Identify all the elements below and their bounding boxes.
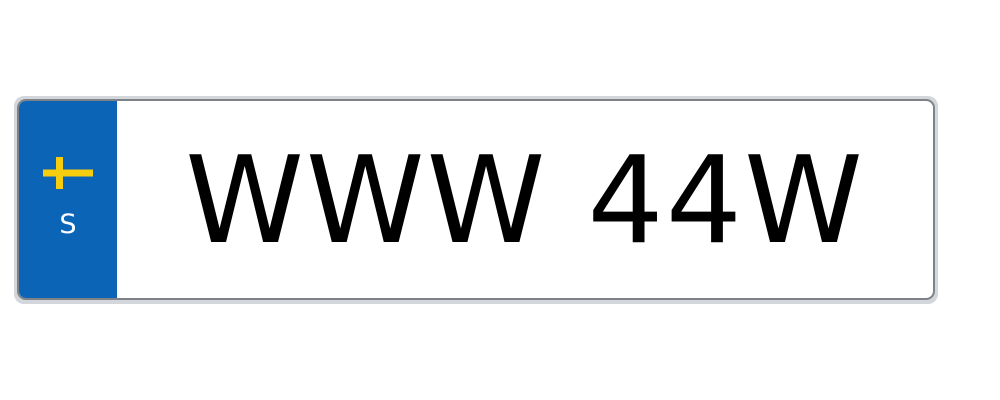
- country-code: S: [59, 209, 77, 240]
- country-band: S: [19, 101, 117, 298]
- sweden-flag-icon: [43, 157, 93, 189]
- registration-number: WWW 44W: [185, 132, 865, 271]
- license-plate: S WWW 44W: [17, 99, 935, 300]
